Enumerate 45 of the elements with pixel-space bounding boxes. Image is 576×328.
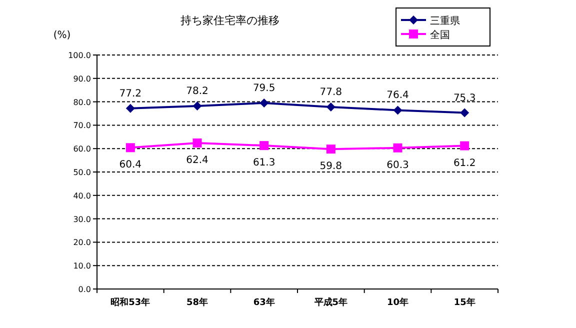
y-tick-label: 90.0 bbox=[73, 74, 91, 84]
x-tick-label: 58年 bbox=[186, 297, 208, 308]
y-axis-title: (%) bbox=[53, 30, 71, 41]
data-label: 76.4 bbox=[386, 90, 409, 102]
point bbox=[260, 98, 269, 108]
y-tick-label: 70.0 bbox=[73, 121, 91, 130]
legend-label: 全国 bbox=[430, 29, 450, 41]
y-tick-label: 30.0 bbox=[73, 214, 91, 224]
point bbox=[460, 108, 470, 118]
x-tick-label: 10年 bbox=[386, 297, 409, 308]
data-label: 77.8 bbox=[320, 86, 342, 98]
y-tick-label: 0.0 bbox=[78, 285, 91, 294]
legend-label: 三重県 bbox=[430, 15, 460, 27]
point bbox=[192, 102, 202, 111]
data-label: 78.2 bbox=[186, 86, 208, 98]
x-tick-label: 15年 bbox=[454, 297, 476, 308]
point bbox=[192, 138, 202, 148]
point bbox=[393, 143, 402, 152]
point bbox=[326, 102, 336, 112]
y-tick-label: 60.0 bbox=[73, 144, 91, 154]
x-tick-label: 63年 bbox=[253, 297, 275, 308]
chart-title: 持ち家住宅率の推移 bbox=[180, 14, 280, 27]
data-label: 59.8 bbox=[320, 161, 342, 172]
data-label: 60.4 bbox=[119, 160, 142, 171]
data-label: 61.3 bbox=[252, 158, 276, 169]
point bbox=[126, 104, 135, 113]
y-tick-label: 40.0 bbox=[73, 191, 91, 200]
y-tick-label: 80.0 bbox=[73, 98, 91, 107]
y-tick-label: 50.0 bbox=[73, 168, 91, 177]
x-tick-label: 平成5年 bbox=[313, 297, 348, 308]
point bbox=[126, 143, 135, 152]
point bbox=[260, 141, 269, 150]
data-label: 77.2 bbox=[119, 88, 142, 100]
data-label: 75.3 bbox=[453, 92, 476, 104]
y-tick-label: 20.0 bbox=[73, 238, 91, 248]
y-tick-label: 10.0 bbox=[73, 262, 91, 271]
y-tick-label: 100.0 bbox=[68, 51, 91, 60]
data-label: 60.3 bbox=[386, 160, 409, 171]
point bbox=[460, 141, 470, 150]
point bbox=[393, 106, 402, 115]
data-label: 79.5 bbox=[252, 82, 276, 94]
data-label: 62.4 bbox=[186, 154, 208, 166]
data-label: 61.2 bbox=[453, 158, 476, 169]
x-tick-label: 昭和53年 bbox=[110, 297, 150, 308]
point bbox=[326, 144, 336, 154]
